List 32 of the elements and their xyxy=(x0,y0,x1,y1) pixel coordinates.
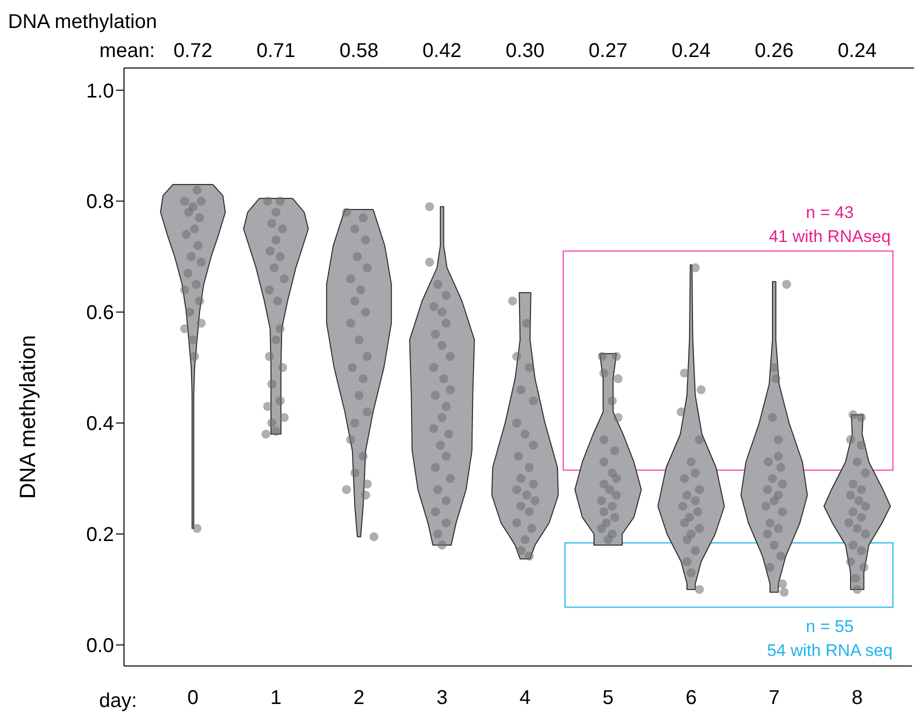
x-tick-label: 7 xyxy=(768,687,780,709)
text: DNA methylation xyxy=(8,11,157,33)
annotation: 41 with RNAseq xyxy=(768,227,891,246)
text: 0.72 xyxy=(173,40,212,62)
x-tick-label: 8 xyxy=(852,687,863,709)
y-tick-label: 1.0 xyxy=(86,80,114,102)
text: 0.27 xyxy=(588,40,628,62)
y-tick-label: 0.8 xyxy=(86,191,114,214)
x-tick-label: 1 xyxy=(270,687,282,709)
text: 0.26 xyxy=(754,40,794,62)
y-tick-label: 0.2 xyxy=(86,524,114,546)
x-tick-label: 3 xyxy=(436,687,448,709)
annotation: n = 55 xyxy=(806,617,854,636)
text: 0.42 xyxy=(422,40,462,62)
text: 0.30 xyxy=(506,40,545,62)
text: 0.24 xyxy=(672,40,711,62)
x-tick-label: 4 xyxy=(519,687,531,709)
text: mean: xyxy=(99,40,155,62)
annotation: n = 43 xyxy=(806,203,854,222)
x-tick-label: 0 xyxy=(187,687,198,709)
y-axis-title: DNA methylation xyxy=(15,335,40,499)
x-tick-label: 6 xyxy=(686,687,697,709)
annotation: 54 with RNA seq xyxy=(766,640,893,660)
text: 0.24 xyxy=(838,40,877,62)
text: 0.71 xyxy=(256,40,296,62)
x-tick-label: 5 xyxy=(602,687,614,709)
text: 0.58 xyxy=(340,40,378,62)
x-tick-label: 2 xyxy=(353,687,365,709)
y-tick-label: 0.0 xyxy=(86,635,114,658)
x-axis-title: day: xyxy=(99,690,137,712)
y-tick-label: 0.6 xyxy=(86,302,114,324)
y-tick-label: 0.4 xyxy=(86,413,114,436)
